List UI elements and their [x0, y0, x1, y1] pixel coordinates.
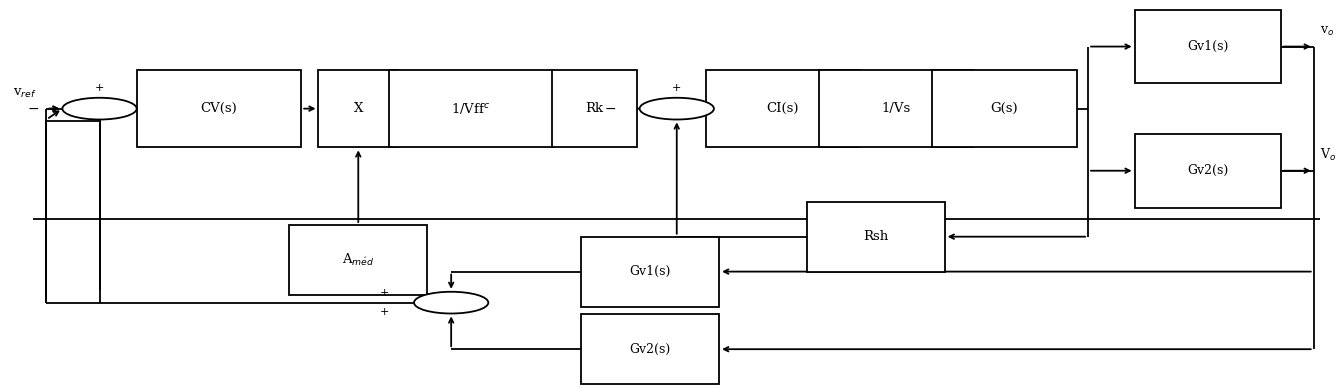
Text: Gv2(s): Gv2(s) — [630, 343, 670, 356]
Text: Gv1(s): Gv1(s) — [1187, 40, 1228, 53]
Text: A$_{m\acute{e}d}$: A$_{m\acute{e}d}$ — [343, 252, 375, 268]
Bar — [289, 225, 427, 295]
Text: CV(s): CV(s) — [201, 102, 237, 115]
Text: −: − — [27, 102, 39, 116]
Bar — [581, 237, 720, 307]
Bar — [931, 70, 1077, 147]
Bar — [706, 70, 860, 147]
Bar — [1135, 10, 1280, 83]
Bar — [553, 70, 637, 147]
Text: v$_o$: v$_o$ — [1321, 24, 1334, 38]
Circle shape — [640, 98, 714, 120]
Text: Gv1(s): Gv1(s) — [629, 265, 670, 278]
Text: V$_o$: V$_o$ — [1321, 147, 1337, 163]
Bar — [581, 314, 720, 384]
Text: +: + — [95, 83, 104, 93]
Text: +: + — [380, 307, 389, 317]
Circle shape — [413, 292, 488, 314]
Text: −: − — [605, 102, 617, 116]
Text: +: + — [380, 288, 389, 298]
Circle shape — [63, 98, 136, 120]
Text: +: + — [672, 83, 681, 93]
Text: v$_{ref}$: v$_{ref}$ — [13, 87, 37, 100]
Bar — [389, 70, 554, 147]
Bar — [136, 70, 301, 147]
Bar — [318, 70, 399, 147]
Text: X: X — [353, 102, 363, 115]
Text: Rk: Rk — [586, 102, 603, 115]
Text: G(s): G(s) — [990, 102, 1018, 115]
Text: 1/Vs: 1/Vs — [880, 102, 910, 115]
Bar — [819, 70, 973, 147]
Bar — [1135, 134, 1280, 208]
Text: Rsh: Rsh — [863, 230, 888, 243]
Bar — [807, 202, 945, 272]
Text: CI(s): CI(s) — [767, 102, 799, 115]
Text: Gv2(s): Gv2(s) — [1187, 164, 1228, 177]
Text: 1/Vff$^c$: 1/Vff$^c$ — [451, 101, 491, 116]
